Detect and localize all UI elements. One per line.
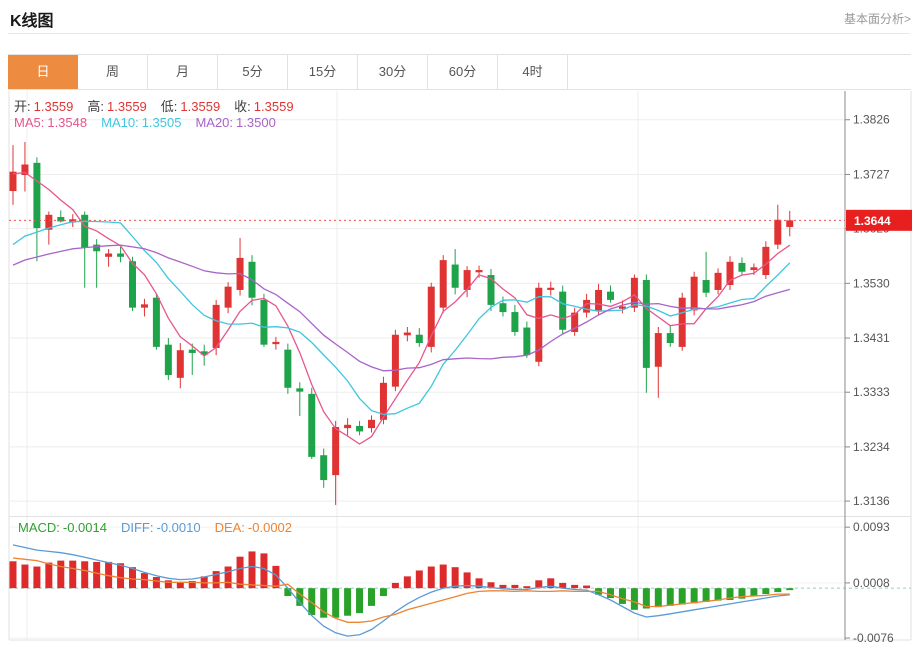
- tab-5分[interactable]: 5分: [218, 55, 288, 89]
- macd-layer: [9, 544, 911, 637]
- ma-line-MA5: [12, 171, 791, 445]
- legend-ohlc-low: 低: 1.3559: [160, 99, 221, 114]
- page-title: K线图: [10, 13, 54, 30]
- legend-macd-macd: MACD: -0.0014: [18, 520, 107, 535]
- legend-ma-ma20: MA20: 1.3500: [195, 115, 276, 130]
- panel-borders: [8, 91, 912, 641]
- legend-macd-dea: DEA: -0.0002: [214, 520, 293, 535]
- svg-text:0.0008: 0.0008: [853, 576, 890, 590]
- svg-text:1.3727: 1.3727: [853, 167, 890, 181]
- svg-text:1.3644: 1.3644: [854, 214, 891, 228]
- legend-ohlc-open: 开: 1.3559: [14, 99, 74, 114]
- legend-ma-ma10: MA10: 1.3505: [101, 115, 182, 130]
- diff-line: [12, 544, 790, 637]
- ohlc-legend: 开: 1.3559 高: 1.3559 低: 1.3559 收: 1.3559: [14, 96, 308, 115]
- ma-line-MA20: [12, 244, 790, 372]
- svg-text:1.3530: 1.3530: [853, 276, 890, 290]
- ma-line-MA10: [12, 220, 791, 416]
- svg-text:-0.0076: -0.0076: [853, 631, 894, 645]
- candlestick-layer: [9, 141, 794, 505]
- ma-lines-layer: [12, 171, 791, 445]
- tab-周[interactable]: 周: [78, 55, 148, 89]
- kline-macd-chart[interactable]: 1.38261.37271.36291.35301.34311.33331.32…: [0, 91, 918, 649]
- tab-月[interactable]: 月: [148, 55, 218, 89]
- svg-text:1.3333: 1.3333: [853, 385, 890, 399]
- interval-tabbar: 日周月 5分 15分 30分 60分 4时: [8, 54, 911, 90]
- tab-日[interactable]: 日: [8, 55, 78, 89]
- svg-text:1.3431: 1.3431: [853, 331, 890, 345]
- tab-30分[interactable]: 30分: [358, 55, 428, 89]
- dea-line: [12, 557, 790, 623]
- current-price-tag: 1.3644: [846, 209, 912, 231]
- tab-15分[interactable]: 15分: [288, 55, 358, 89]
- legend-ohlc-close: 收: 1.3559: [234, 99, 294, 114]
- fundamental-analysis-link[interactable]: 基本面分析>: [843, 12, 911, 26]
- macd-legend: MACD: -0.0014 DIFF: -0.0010 DEA: -0.0002: [18, 520, 306, 535]
- ma-legend: MA5: 1.3548 MA10: 1.3505 MA20: 1.3500: [14, 115, 290, 130]
- svg-text:1.3826: 1.3826: [853, 113, 890, 127]
- price-axis-layer: 1.38261.37271.36291.35301.34311.33331.32…: [844, 91, 894, 645]
- legend-ohlc-high: 高: 1.3559: [87, 99, 147, 114]
- svg-text:0.0093: 0.0093: [853, 520, 890, 534]
- tab-4时[interactable]: 4时: [498, 55, 568, 89]
- tab-60分[interactable]: 60分: [428, 55, 498, 89]
- legend-ma-ma5: MA5: 1.3548: [14, 115, 88, 130]
- title-divider: [8, 33, 910, 34]
- svg-text:1.3234: 1.3234: [853, 440, 890, 454]
- svg-text:1.3136: 1.3136: [853, 494, 890, 508]
- legend-macd-diff: DIFF: -0.0010: [120, 520, 201, 535]
